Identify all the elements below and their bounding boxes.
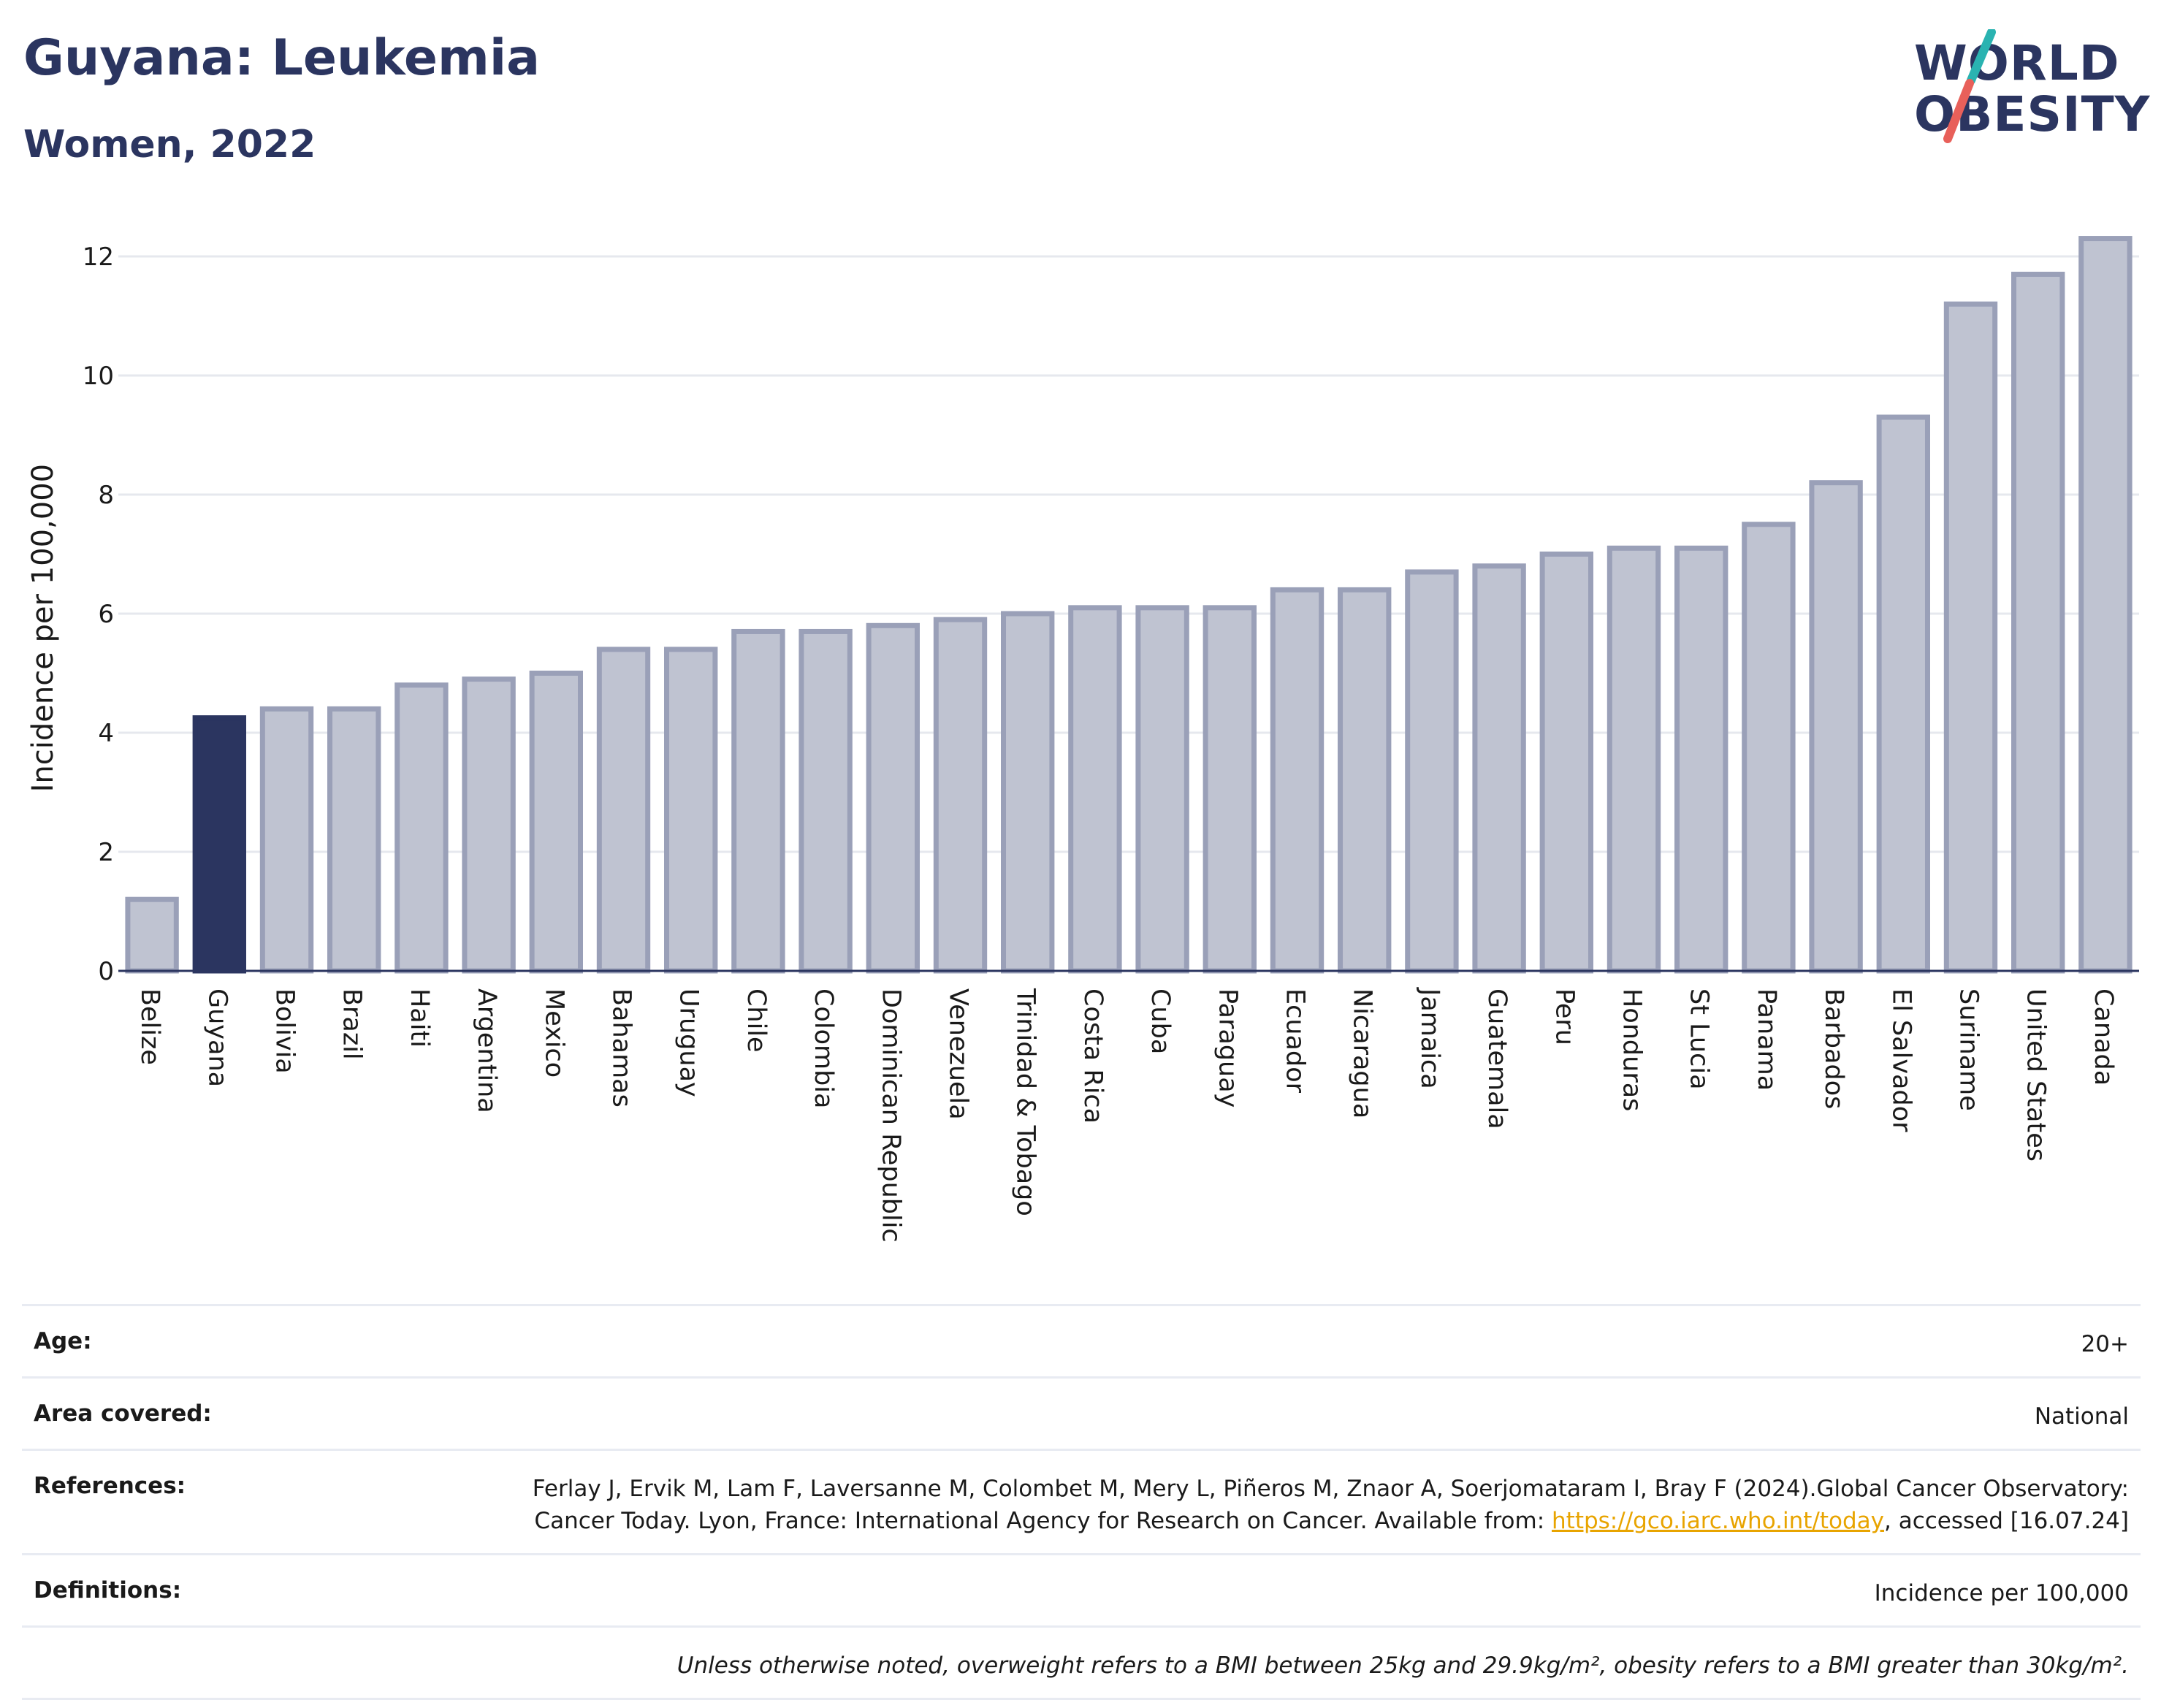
bar-united-states	[2011, 271, 2065, 974]
info-label-age: Age:	[34, 1328, 92, 1354]
y-axis-label: Incidence per 100,000	[26, 464, 60, 793]
bar-suriname	[1943, 301, 1998, 974]
logo-line-1: WORLD	[1914, 35, 2120, 91]
bar-venezuela	[933, 617, 988, 974]
x-tick-label: Colombia	[809, 988, 838, 1108]
x-tick-label: Argentina	[472, 988, 501, 1113]
x-tick-labels: Belize Guyana Bolivia Brazil Haiti Argentina M…	[135, 987, 2118, 1243]
page-title: Guyana: Leukemia	[23, 29, 541, 87]
info-row-definitions: Definitions: Incidence per 100,000	[22, 1553, 2141, 1625]
x-tick-label: Bahamas	[607, 988, 636, 1107]
x-tick-label: Suriname	[1954, 988, 1983, 1111]
y-tick-label: 10	[83, 362, 114, 391]
y-tick-label: 6	[98, 600, 114, 629]
x-tick-label: Costa Rica	[1078, 988, 1108, 1124]
bar-nicaragua	[1338, 587, 1392, 974]
bar-chile	[731, 628, 785, 974]
x-tick-label: El Salvador	[1886, 988, 1916, 1132]
x-tick-label: Mexico	[539, 988, 568, 1078]
bar-peru	[1539, 552, 1593, 974]
bar-ecuador	[1270, 587, 1325, 974]
bar-argentina	[462, 676, 516, 974]
x-tick-label: Nicaragua	[1348, 988, 1377, 1118]
x-tick-label: Jamaica	[1415, 987, 1444, 1089]
info-label-area: Area covered:	[34, 1400, 212, 1427]
reference-accessed: , accessed [16.07.24]	[1883, 1508, 2129, 1534]
x-tick-label: Peru	[1550, 988, 1579, 1045]
x-tick-label: Cuba	[1146, 988, 1175, 1054]
bar-jamaica	[1405, 569, 1459, 974]
bar-brazil	[327, 706, 381, 974]
bar-belize	[125, 896, 179, 974]
info-value-age: 20+	[2081, 1331, 2129, 1357]
x-tick-label: Ecuador	[1281, 988, 1310, 1094]
logo-slash-icon	[1943, 29, 1996, 143]
info-row-area: Area covered: National	[22, 1376, 2141, 1449]
info-row-note: Unless otherwise noted, overweight refer…	[22, 1625, 2141, 1700]
x-tick-label: Guatemala	[1482, 988, 1512, 1129]
grid-lines	[118, 255, 2139, 853]
bar-st-lucia	[1674, 545, 1729, 974]
bar-guatemala	[1472, 563, 1526, 974]
x-tick-label: Barbados	[1819, 988, 1848, 1109]
bar-costa-rica	[1068, 605, 1122, 974]
reference-link[interactable]: https://gco.iarc.who.int/today	[1552, 1508, 1884, 1534]
bar-guyana	[192, 715, 246, 974]
bar-cuba	[1135, 605, 1189, 974]
bar-bolivia	[259, 706, 314, 974]
bar-panama	[1742, 522, 1796, 974]
info-table: Age: 20+ Area covered: National Referenc…	[22, 1304, 2141, 1700]
x-tick-label: Belize	[135, 988, 164, 1065]
x-tick-label: St Lucia	[1685, 988, 1714, 1090]
x-tick-label: Haiti	[405, 988, 434, 1048]
reference-text: Ferlay J, Ervik M, Lam F, Laversanne M, …	[532, 1476, 2129, 1534]
bar-uruguay	[664, 647, 718, 974]
x-tick-label: Canada	[2089, 988, 2118, 1086]
bar-paraguay	[1203, 605, 1257, 974]
bar-bahamas	[596, 647, 651, 974]
x-tick-label: Guyana	[202, 988, 232, 1087]
y-tick-label: 12	[83, 243, 114, 272]
y-tick-label: 8	[98, 481, 114, 510]
bar-el-salvador	[1876, 414, 1930, 974]
bar-honduras	[1607, 545, 1661, 974]
info-row-age: Age: 20+	[22, 1304, 2141, 1376]
x-tick-label: Bolivia	[270, 988, 300, 1074]
x-tick-label: Paraguay	[1213, 988, 1242, 1107]
bar-dominican-republic	[866, 622, 920, 974]
info-value-definitions: Incidence per 100,000	[1874, 1580, 2129, 1606]
x-tick-label: United States	[2021, 988, 2051, 1162]
bar-canada	[2078, 236, 2133, 974]
x-tick-label: Uruguay	[674, 988, 704, 1097]
info-label-references: References:	[34, 1473, 186, 1499]
bar-mexico	[529, 671, 583, 974]
info-value-references: Ferlay J, Ervik M, Lam F, Laversanne M, …	[485, 1473, 2129, 1537]
x-tick-label: Honduras	[1617, 988, 1647, 1111]
bar-chart: 0 2 4 6 8 10 12 Belize Guyana Bolivia Brazil Haiti…	[26, 236, 2139, 1243]
info-value-area: National	[2034, 1403, 2129, 1430]
bar-colombia	[799, 628, 853, 974]
y-tick-label: 2	[98, 838, 114, 867]
x-tick-label: Chile	[742, 988, 771, 1053]
bar-trinidad-tobago	[1001, 611, 1055, 974]
y-tick-labels: 0 2 4 6 8 10 12	[83, 243, 114, 986]
bar-haiti	[395, 682, 449, 974]
y-tick-label: 4	[98, 719, 114, 748]
info-value-note: Unless otherwise noted, overweight refer…	[676, 1652, 2129, 1679]
y-tick-label: 0	[98, 957, 114, 986]
x-tick-label: Dominican Republic	[876, 988, 905, 1243]
x-tick-label: Brazil	[338, 988, 367, 1060]
info-label-definitions: Definitions:	[34, 1577, 182, 1604]
page-subtitle: Women, 2022	[23, 123, 316, 167]
bars	[125, 236, 2133, 974]
bar-barbados	[1809, 480, 1863, 974]
x-tick-label: Trinidad & Tobago	[1011, 988, 1040, 1216]
x-tick-label: Panama	[1752, 988, 1781, 1091]
info-row-references: References: Ferlay J, Ervik M, Lam F, La…	[22, 1449, 2141, 1553]
x-tick-label: Venezuela	[944, 988, 973, 1120]
world-obesity-logo: WORLD OBESITY	[1907, 29, 2149, 153]
